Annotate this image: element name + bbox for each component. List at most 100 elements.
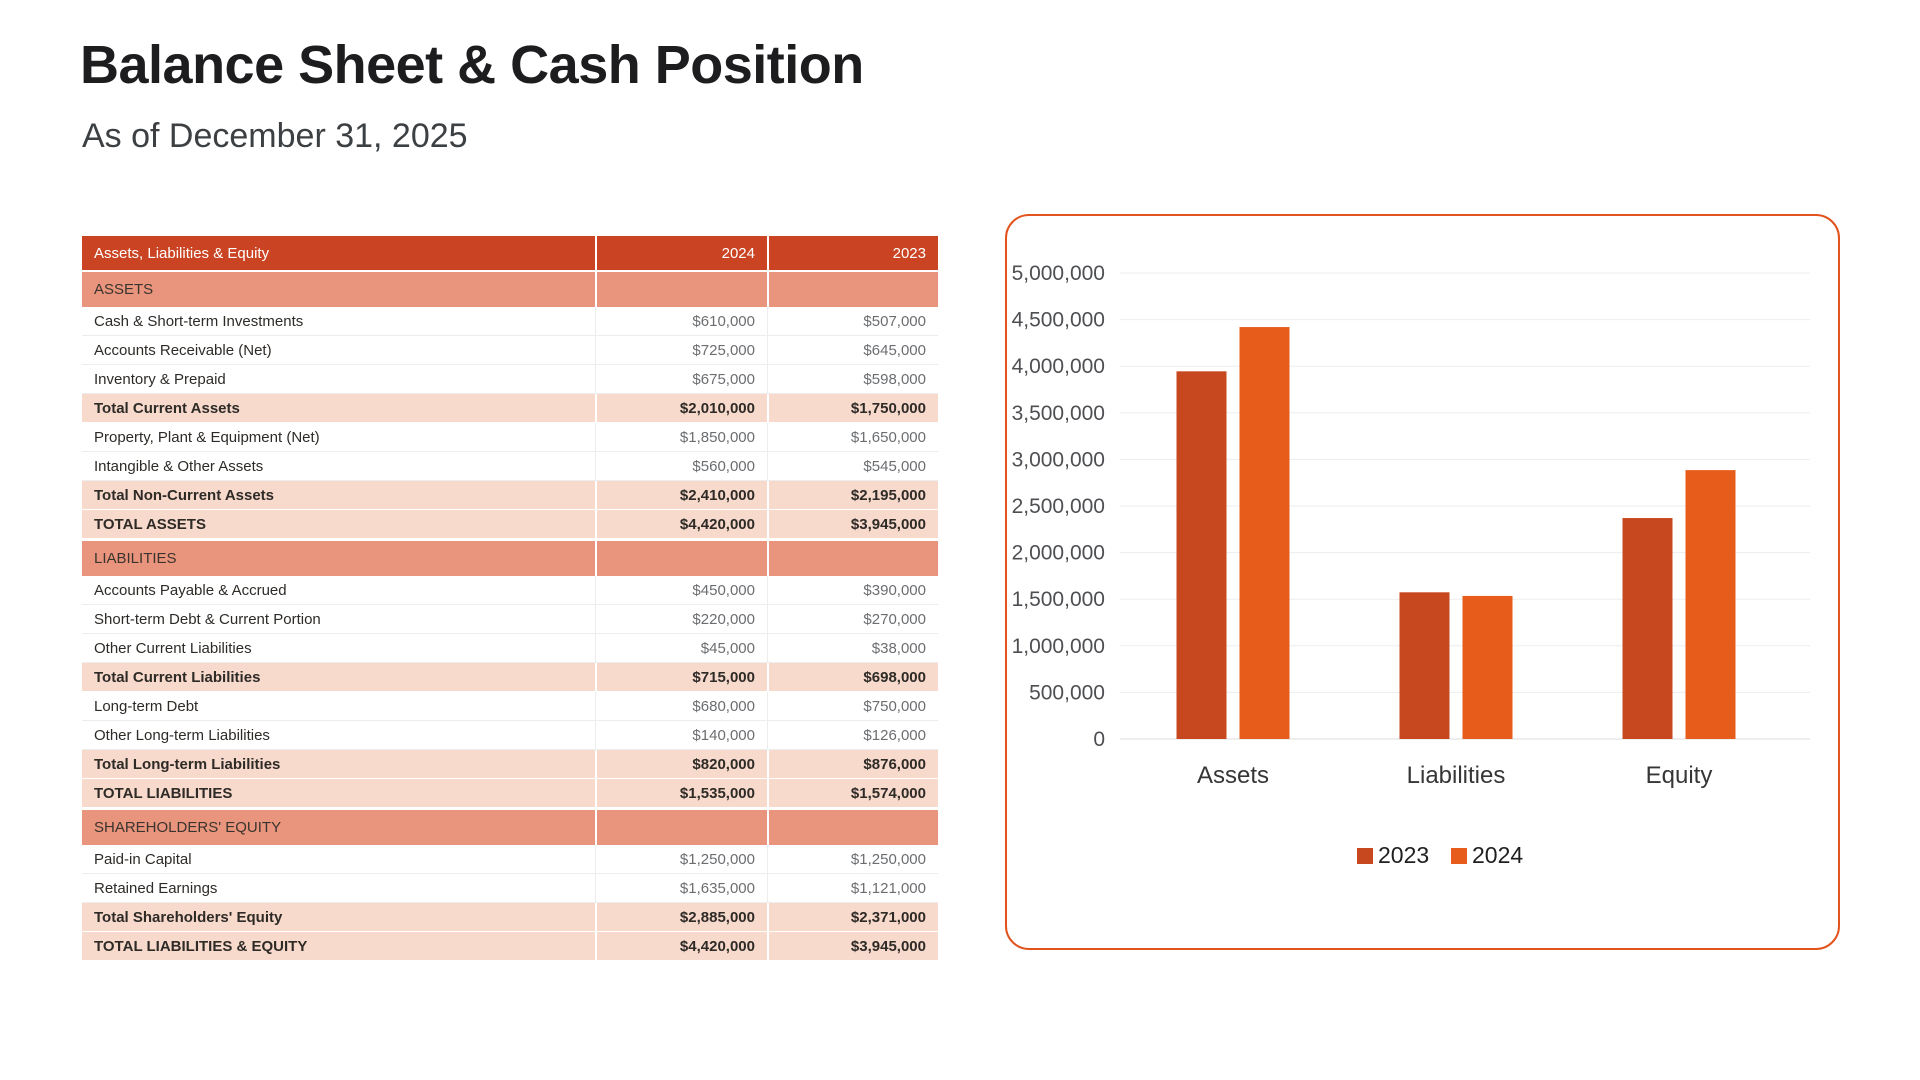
bar-liabilities-2023 <box>1399 592 1450 739</box>
value-2023: $750,000 <box>767 692 938 721</box>
value-2024: $45,000 <box>595 634 767 663</box>
row-label: Accounts Payable & Accrued <box>82 576 595 605</box>
value-2023: $1,574,000 <box>767 779 938 808</box>
value-2024 <box>595 539 767 576</box>
y-axis-tick-label: 4,000,000 <box>1012 355 1105 378</box>
y-axis-tick-label: 2,000,000 <box>1012 542 1105 565</box>
value-2023: $1,750,000 <box>767 394 938 423</box>
value-2024: $610,000 <box>595 307 767 336</box>
table-row: LIABILITIES <box>82 539 938 576</box>
y-axis-tick-label: 4,500,000 <box>1012 309 1105 332</box>
bar-equity-2023 <box>1622 518 1673 739</box>
table-row: Total Long-term Liabilities $820,000 $876,… <box>82 750 938 779</box>
value-2024: $220,000 <box>595 605 767 634</box>
value-2023: $2,371,000 <box>767 903 938 932</box>
table-row: Short-term Debt & Current Portion $220,00… <box>82 605 938 634</box>
y-axis-tick-label: 500,000 <box>1029 681 1105 704</box>
value-2023: $507,000 <box>767 307 938 336</box>
table-row: Paid-in Capital $1,250,000 $1,250,000 <box>82 845 938 874</box>
x-axis-category-label: Liabilities <box>1407 762 1506 789</box>
row-label: TOTAL LIABILITIES & EQUITY <box>82 932 595 961</box>
y-axis-tick-label: 3,500,000 <box>1012 402 1105 425</box>
table-row: Total Shareholders' Equity $2,885,000 $2,3… <box>82 903 938 932</box>
value-2024: $2,885,000 <box>595 903 767 932</box>
row-label: ASSETS <box>82 270 595 307</box>
column-header-accounts: Assets, Liabilities & Equity <box>82 236 595 270</box>
page-subtitle: As of December 31, 2025 <box>82 117 468 155</box>
cash-position-chart-panel: 0 500,000 1,000,000 1,500,000 2,000,000 2,500… <box>1005 214 1840 950</box>
row-label: Property, Plant & Equipment (Net) <box>82 423 595 452</box>
y-axis-tick-label: 1,000,000 <box>1012 635 1105 658</box>
y-axis-tick-label: 2,500,000 <box>1012 495 1105 518</box>
value-2024 <box>595 808 767 845</box>
bar-equity-2024 <box>1685 470 1736 739</box>
table-row: Property, Plant & Equipment (Net) $1,850,… <box>82 423 938 452</box>
table-row: Intangible & Other Assets $560,000 $545,00… <box>82 452 938 481</box>
value-2024: $1,850,000 <box>595 423 767 452</box>
value-2024: $715,000 <box>595 663 767 692</box>
grouped-bar-chart: 0 500,000 1,000,000 1,500,000 2,000,000 2,500… <box>1012 262 1810 868</box>
value-2024: $2,410,000 <box>595 481 767 510</box>
financial-table: Assets, Liabilities & Equity 2024 2023 A… <box>82 236 938 961</box>
value-2024: $1,250,000 <box>595 845 767 874</box>
y-axis-tick-label: 5,000,000 <box>1012 262 1105 285</box>
row-label: Total Current Assets <box>82 394 595 423</box>
value-2023: $698,000 <box>767 663 938 692</box>
table-row: TOTAL LIABILITIES & EQUITY $4,420,000 $3,9… <box>82 932 938 961</box>
x-axis-category-label: Equity <box>1646 762 1713 789</box>
value-2023 <box>767 808 938 845</box>
value-2024: $2,010,000 <box>595 394 767 423</box>
value-2024: $820,000 <box>595 750 767 779</box>
row-label: Long-term Debt <box>82 692 595 721</box>
row-label: Total Current Liabilities <box>82 663 595 692</box>
value-2024: $680,000 <box>595 692 767 721</box>
value-2023: $1,250,000 <box>767 845 938 874</box>
value-2024: $560,000 <box>595 452 767 481</box>
table-header-row: Assets, Liabilities & Equity 2024 2023 <box>82 236 938 270</box>
value-2024 <box>595 270 767 307</box>
table-row: TOTAL LIABILITIES $1,535,000 $1,574,000 <box>82 779 938 808</box>
table-row: Total Current Assets $2,010,000 $1,750,000 <box>82 394 938 423</box>
table-row: Accounts Receivable (Net) $725,000 $645,00… <box>82 336 938 365</box>
row-label: Other Long-term Liabilities <box>82 721 595 750</box>
row-label: Paid-in Capital <box>82 845 595 874</box>
column-header-2023: 2023 <box>767 236 938 270</box>
value-2023: $38,000 <box>767 634 938 663</box>
value-2023: $390,000 <box>767 576 938 605</box>
row-label: TOTAL ASSETS <box>82 510 595 539</box>
value-2024: $725,000 <box>595 336 767 365</box>
balance-sheet-table: Assets, Liabilities & Equity 2024 2023 A… <box>82 236 938 961</box>
x-axis-category-label: Assets <box>1197 762 1269 789</box>
value-2023: $545,000 <box>767 452 938 481</box>
legend-swatch-2023 <box>1357 848 1373 864</box>
row-label: Cash & Short-term Investments <box>82 307 595 336</box>
row-label: TOTAL LIABILITIES <box>82 779 595 808</box>
table-row: TOTAL ASSETS $4,420,000 $3,945,000 <box>82 510 938 539</box>
row-label: Total Long-term Liabilities <box>82 750 595 779</box>
table-row: Accounts Payable & Accrued $450,000 $390,0… <box>82 576 938 605</box>
value-2024: $1,535,000 <box>595 779 767 808</box>
table-row: SHAREHOLDERS' EQUITY <box>82 808 938 845</box>
value-2024: $140,000 <box>595 721 767 750</box>
y-axis-tick-label: 0 <box>1093 728 1105 751</box>
table-row: Long-term Debt $680,000 $750,000 <box>82 692 938 721</box>
bar-assets-2024 <box>1239 327 1290 739</box>
value-2023 <box>767 539 938 576</box>
legend-swatch-2024 <box>1451 848 1467 864</box>
value-2023: $876,000 <box>767 750 938 779</box>
bar-liabilities-2024 <box>1462 595 1513 739</box>
table-row: Other Long-term Liabilities $140,000 $126,… <box>82 721 938 750</box>
row-label: Intangible & Other Assets <box>82 452 595 481</box>
value-2023: $645,000 <box>767 336 938 365</box>
table-row: Total Non-Current Assets $2,410,000 $2,195… <box>82 481 938 510</box>
legend-label-2023: 2023 <box>1378 842 1429 868</box>
page-title: Balance Sheet & Cash Position <box>80 35 864 95</box>
table-row: Other Current Liabilities $45,000 $38,000 <box>82 634 938 663</box>
table-row: Total Current Liabilities $715,000 $698,00… <box>82 663 938 692</box>
bar-assets-2023 <box>1176 371 1227 739</box>
column-header-2024: 2024 <box>595 236 767 270</box>
value-2024: $450,000 <box>595 576 767 605</box>
row-label: Retained Earnings <box>82 874 595 903</box>
y-axis-tick-label: 3,000,000 <box>1012 448 1105 471</box>
table-row: Inventory & Prepaid $675,000 $598,000 <box>82 365 938 394</box>
